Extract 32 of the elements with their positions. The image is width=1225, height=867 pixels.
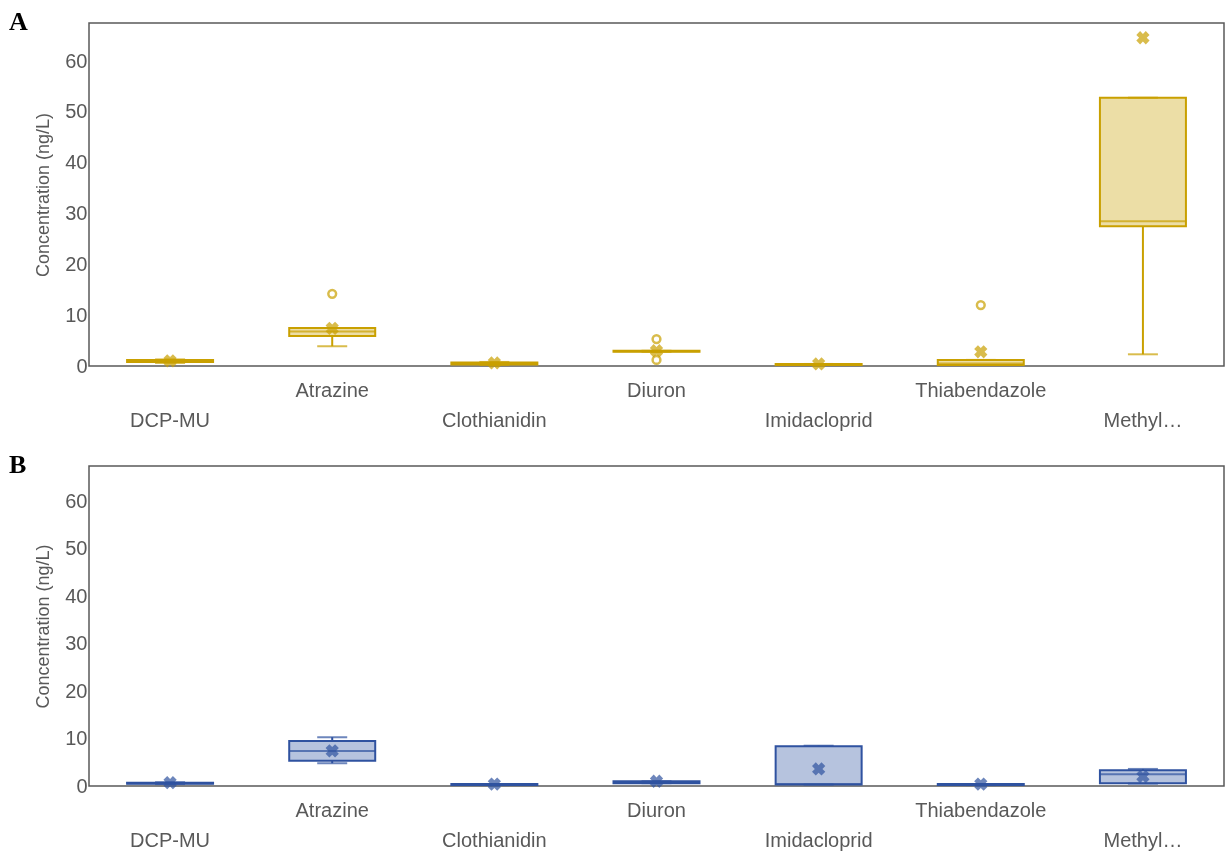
chart-title: A: [9, 7, 28, 36]
x-tick-label: Methyl…: [1103, 828, 1183, 851]
x-tick-label: Thiabendazole: [915, 378, 1047, 401]
x-tick-label: DCP-MU: [130, 828, 211, 851]
x-tick-label: Methyl…: [1103, 408, 1183, 431]
x-tick-label: Clothianidin: [442, 828, 547, 851]
y-tick-label: 50: [65, 537, 88, 560]
y-tick-label: 30: [65, 632, 88, 655]
x-tick-label: Clothianidin: [442, 408, 547, 431]
y-tick-label: 10: [65, 303, 88, 326]
x-tick-label: DCP-MU: [130, 408, 211, 431]
y-tick-label: 50: [65, 100, 88, 123]
x-tick-label: Atrazine: [295, 798, 369, 821]
y-tick-label: 40: [65, 151, 88, 174]
x-tick-label: Thiabendazole: [915, 798, 1047, 821]
x-tick-label: Atrazine: [295, 378, 369, 401]
y-tick-label: 20: [65, 679, 88, 702]
y-tick-label: 40: [65, 584, 88, 607]
y-axis-title: Concentration (ng/L): [33, 544, 54, 709]
x-tick-label: Diuron: [627, 378, 686, 401]
y-tick-label: 60: [65, 49, 88, 72]
y-tick-label: 0: [76, 774, 88, 797]
y-tick-label: 60: [65, 490, 88, 513]
x-tick-label: Imidacloprid: [764, 828, 873, 851]
x-tick-label: Diuron: [627, 798, 686, 821]
y-tick-label: 20: [65, 252, 88, 275]
y-tick-label: 0: [76, 354, 88, 377]
y-tick-label: 10: [65, 727, 88, 750]
y-tick-label: 30: [65, 202, 88, 225]
x-tick-label: Imidacloprid: [764, 408, 873, 431]
chart-title: B: [9, 450, 27, 479]
y-axis-title: Concentration (ng/L): [33, 112, 54, 278]
